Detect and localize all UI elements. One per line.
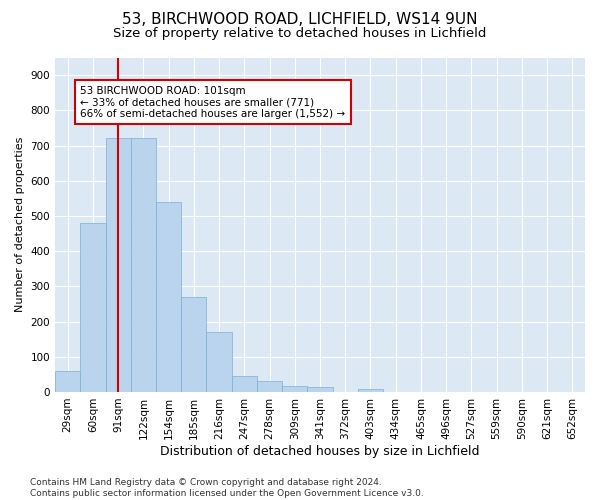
Text: 53, BIRCHWOOD ROAD, LICHFIELD, WS14 9UN: 53, BIRCHWOOD ROAD, LICHFIELD, WS14 9UN (122, 12, 478, 28)
Bar (358, 389, 383, 392)
Text: 53 BIRCHWOOD ROAD: 101sqm
← 33% of detached houses are smaller (771)
66% of semi: 53 BIRCHWOOD ROAD: 101sqm ← 33% of detac… (80, 86, 346, 119)
Bar (55, 371, 80, 392)
Bar (282, 386, 307, 392)
Bar (80, 223, 106, 392)
Text: Size of property relative to detached houses in Lichfield: Size of property relative to detached ho… (113, 28, 487, 40)
Bar (307, 387, 332, 392)
Y-axis label: Number of detached properties: Number of detached properties (15, 137, 25, 312)
Bar (131, 138, 156, 392)
Bar (156, 202, 181, 392)
Bar (106, 138, 131, 392)
Text: Contains HM Land Registry data © Crown copyright and database right 2024.
Contai: Contains HM Land Registry data © Crown c… (30, 478, 424, 498)
Bar (232, 376, 257, 392)
X-axis label: Distribution of detached houses by size in Lichfield: Distribution of detached houses by size … (160, 444, 480, 458)
Bar (206, 332, 232, 392)
Bar (257, 380, 282, 392)
Bar (181, 297, 206, 392)
